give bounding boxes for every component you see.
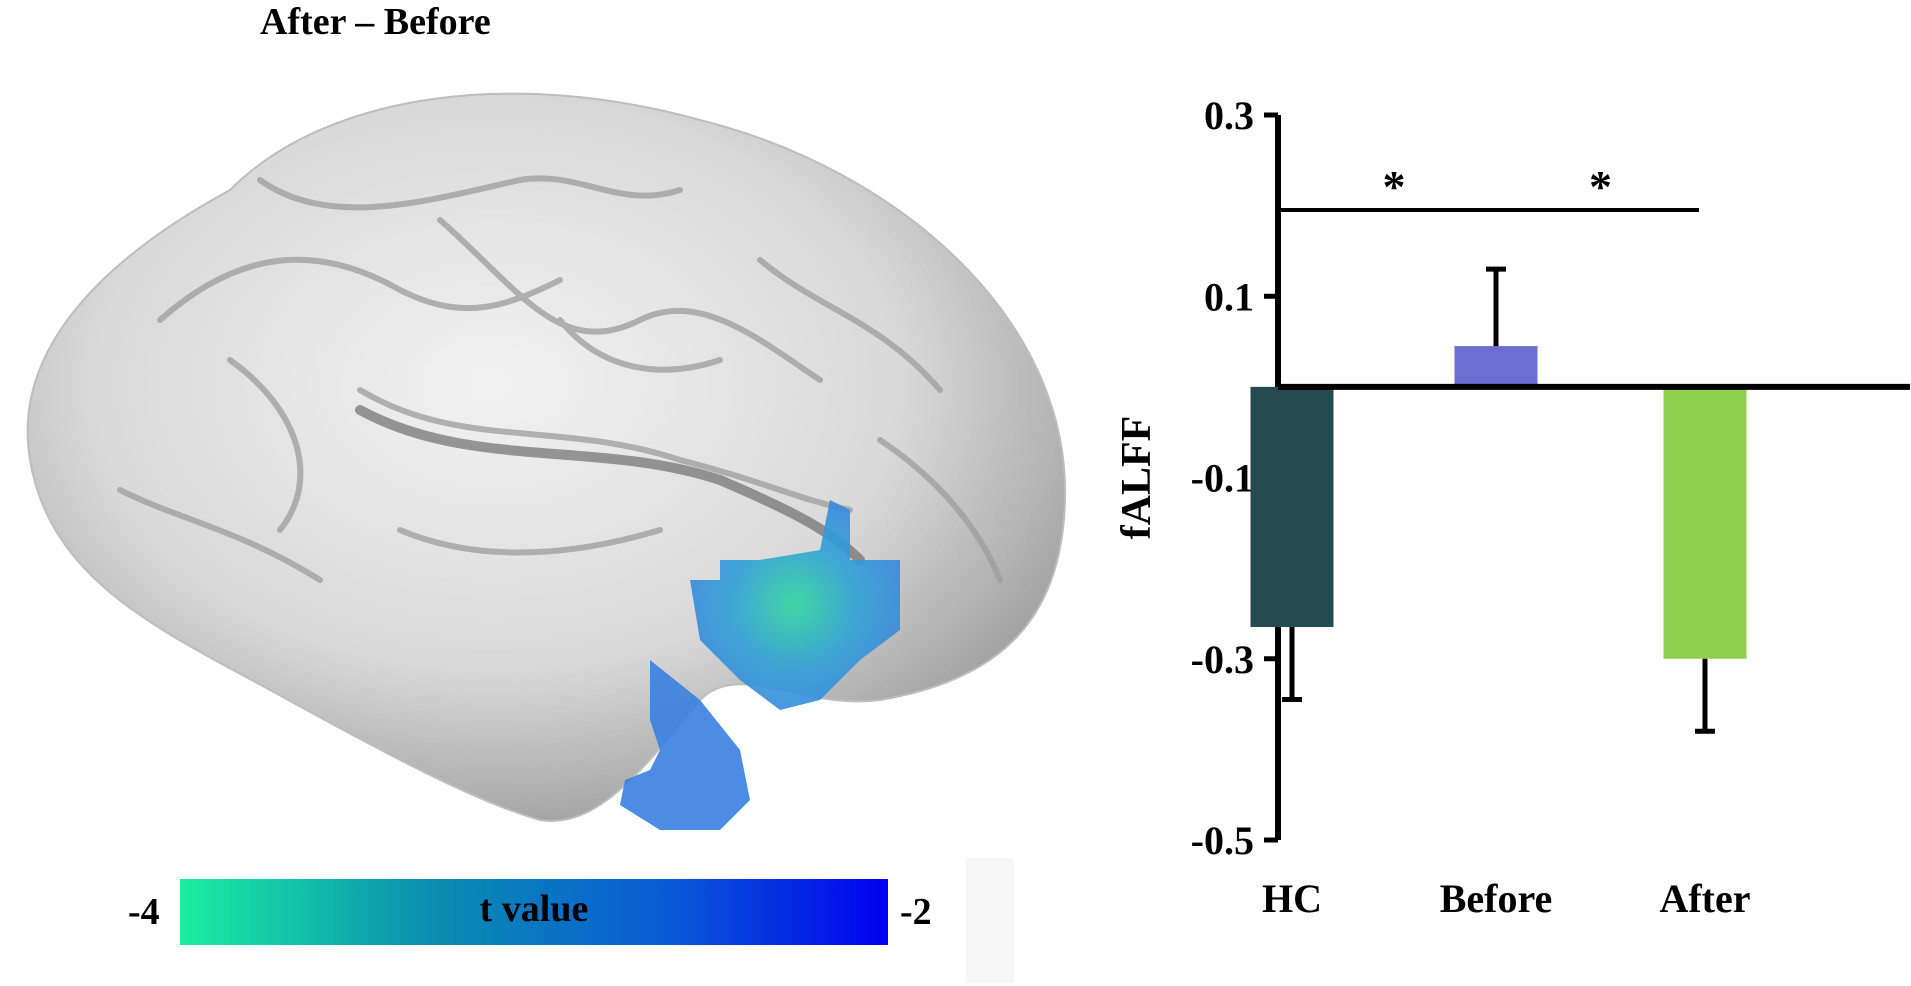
- y-tick-label: 0.1: [1204, 274, 1254, 319]
- activation-cluster-temporal: [690, 500, 900, 710]
- bar-after: [1663, 386, 1747, 659]
- y-tick-label: 0.3: [1204, 93, 1254, 138]
- brain-map-title: After – Before: [260, 1, 491, 43]
- y-tick-label: -0.3: [1191, 637, 1254, 682]
- colorbar-label: t value: [479, 888, 589, 930]
- y-tick-label: -0.1: [1191, 456, 1254, 501]
- colorbar: t value: [180, 879, 888, 945]
- significance-star: *: [1589, 161, 1612, 212]
- y-tick-label: -0.5: [1191, 818, 1254, 863]
- bar-before: [1454, 346, 1538, 387]
- bar-hc: [1250, 386, 1334, 628]
- x-tick-label: Before: [1440, 876, 1553, 921]
- activation-cluster-pole: [620, 660, 750, 830]
- x-tick-label: HC: [1262, 876, 1322, 921]
- y-axis-label: fALFF: [1114, 416, 1160, 540]
- colorbar-max-label: -2: [900, 891, 932, 933]
- significance-star: *: [1383, 161, 1406, 212]
- colorbar-min-label: -4: [128, 891, 160, 933]
- brain-surface-map: [26, 92, 1067, 830]
- falff-bar-chart: 0.3 0.1 -0.1 -0.3 -0.5 fALFF HC Before After * *: [1114, 93, 1910, 921]
- background-smudge: [966, 858, 1014, 983]
- x-tick-label: After: [1659, 876, 1750, 921]
